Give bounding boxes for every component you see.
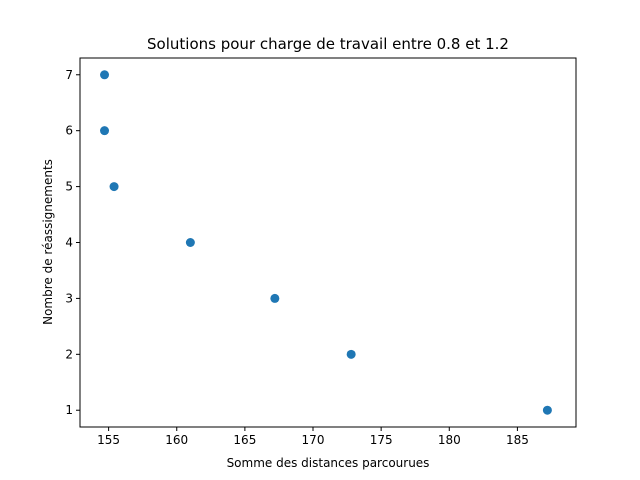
y-axis: 1 2 3 4 5 6 7 (65, 68, 80, 417)
x-axis-label: Somme des distances parcourues (227, 456, 430, 470)
points-layer (100, 70, 552, 415)
y-tick-label: 2 (65, 347, 73, 361)
y-tick-label: 4 (65, 236, 73, 250)
y-tick-label: 6 (65, 124, 73, 138)
x-tick-label: 180 (438, 433, 461, 447)
data-point (185, 238, 195, 247)
x-tick-label: 165 (233, 433, 256, 447)
y-tick-label: 1 (65, 403, 73, 417)
x-axis: 155 160 165 170 175 180 185 (97, 427, 529, 447)
y-tick-label: 7 (65, 68, 73, 82)
data-point (100, 126, 110, 136)
x-tick-label: 160 (165, 433, 188, 447)
chart-title: Solutions pour charge de travail entre 0… (147, 35, 509, 53)
data-point (346, 349, 356, 359)
x-tick-label: 185 (506, 433, 529, 447)
x-tick-label: 175 (370, 433, 393, 447)
x-tick-label: 155 (97, 433, 120, 447)
x-tick-label: 170 (302, 433, 325, 447)
data-point (109, 182, 119, 192)
y-tick-label: 5 (65, 180, 73, 194)
data-point (270, 293, 280, 303)
data-point (542, 405, 552, 415)
y-axis-label: Nombre de réassignements (41, 159, 55, 325)
y-tick-label: 3 (65, 291, 73, 305)
data-point (100, 70, 110, 80)
